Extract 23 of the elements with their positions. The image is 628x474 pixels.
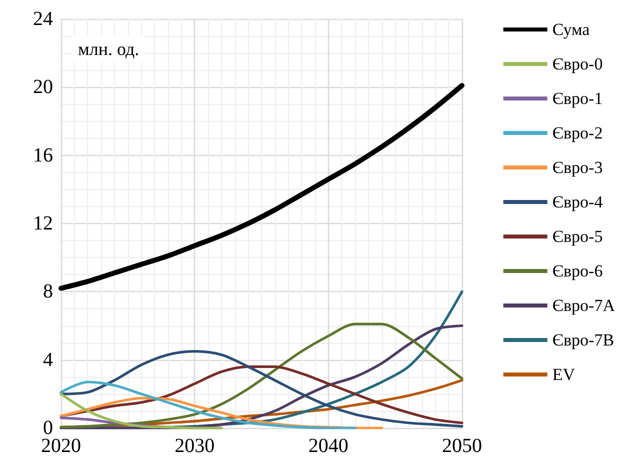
y-tick-label: 20 bbox=[33, 76, 53, 98]
legend-label: Євро-5 bbox=[552, 227, 603, 246]
x-tick-label: 2030 bbox=[174, 435, 215, 457]
y-tick-label: 24 bbox=[33, 8, 53, 30]
legend-label: Євро-7В bbox=[552, 330, 614, 350]
y-tick-label: 12 bbox=[33, 212, 53, 234]
legend-label: Євро-7А bbox=[552, 296, 616, 315]
x-tick-label: 2040 bbox=[308, 435, 348, 457]
legend-label: Євро-2 bbox=[552, 124, 603, 142]
legend-label: Євро-4 bbox=[552, 192, 604, 212]
line-series bbox=[60, 392, 223, 430]
y-tick-label: 4 bbox=[43, 348, 53, 371]
annotation: млн. од. bbox=[78, 39, 140, 59]
legend-label: Сума bbox=[552, 20, 590, 39]
legend-label: Євро-0 bbox=[552, 54, 603, 74]
y-tick-label: 16 bbox=[33, 144, 53, 166]
x-tick-label: 2050 bbox=[442, 435, 482, 457]
line-series bbox=[60, 380, 356, 430]
y-tick-label: 8 bbox=[43, 280, 53, 303]
legend-label: Євро-1 bbox=[552, 89, 603, 108]
legend-label: Євро-6 bbox=[552, 262, 603, 280]
legend-label: Євро-3 bbox=[552, 158, 603, 177]
legend-label: EV bbox=[552, 365, 576, 384]
